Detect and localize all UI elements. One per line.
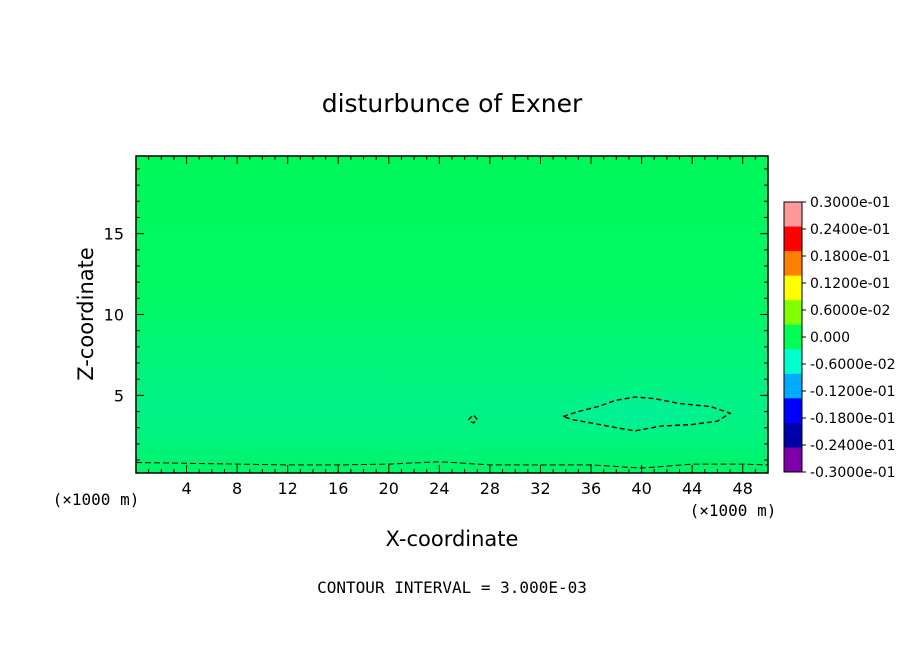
colorbar-label: 0.2400e-01 [810,222,890,238]
x-unit-label-left: (×1000 m) [53,490,140,509]
contour-line-2 [136,461,768,469]
colorbar-cell [784,398,802,424]
colorbar-cell [784,447,802,473]
y-tick-label: 5 [114,386,124,405]
colorbar-cell [784,300,802,326]
colorbar-label: -0.6000e-02 [810,357,896,373]
x-tick-label: 36 [581,479,601,498]
colorbar-label: 0.3000e-01 [810,195,890,211]
x-axis-label: X-coordinate [386,527,519,551]
x-tick-label: 24 [429,479,449,498]
colorbar-cell [784,251,802,277]
x-unit-label-right: (×1000 m) [690,501,777,520]
x-tick-label: 40 [631,479,651,498]
x-tick-label: 32 [530,479,550,498]
colorbar-label: -0.1200e-01 [810,384,896,400]
colorbar-label: -0.2400e-01 [810,438,896,454]
axis-ticks [136,156,768,473]
y-tick-labels: 5 10 15 [104,225,124,406]
y-tick-label: 15 [104,225,124,244]
colorbar-label: 0.000 [810,330,850,346]
colorbar-cell [784,373,802,399]
colorbar-cell [784,422,802,448]
x-tick-label: 8 [232,479,242,498]
colorbar-cell [784,226,802,252]
colorbar: 0.3000e-01 0.2400e-01 0.1800e-01 0.1200e-01… [783,195,896,481]
colorbar-label: 0.1200e-01 [810,276,890,292]
y-tick-label: 10 [104,306,124,325]
colorbar-cell [784,324,802,350]
contour-interval-footer: CONTOUR INTERVAL = 3.000E-03 [317,578,587,597]
contour-line-0 [562,396,732,432]
colorbar-cell [784,202,802,228]
colorbar-label: 0.1800e-01 [810,249,890,265]
x-tick-label: 48 [733,479,753,498]
colorbar-cell [784,349,802,375]
colorbar-label: -0.1800e-01 [810,411,896,427]
x-tick-label: 20 [379,479,399,498]
colorbar-label: -0.3000e-01 [810,465,896,481]
colorbar-labels: 0.3000e-01 0.2400e-01 0.1800e-01 0.1200e-01… [802,195,896,481]
colorbar-label: 0.6000e-02 [810,303,890,319]
x-tick-labels: 4 8 12 16 20 24 28 32 36 40 44 48 [181,479,752,498]
contour-lines [136,396,768,469]
x-tick-label: 4 [181,479,191,498]
x-tick-label: 16 [328,479,348,498]
colorbar-cell [784,275,802,301]
x-tick-label: 28 [480,479,500,498]
chart-title: disturbunce of Exner [322,89,583,118]
x-tick-label: 44 [682,479,702,498]
x-tick-label: 12 [278,479,298,498]
field-minimum-blob [550,387,730,439]
colorbar-cells [784,202,802,473]
y-axis-label: Z-coordinate [74,247,98,381]
